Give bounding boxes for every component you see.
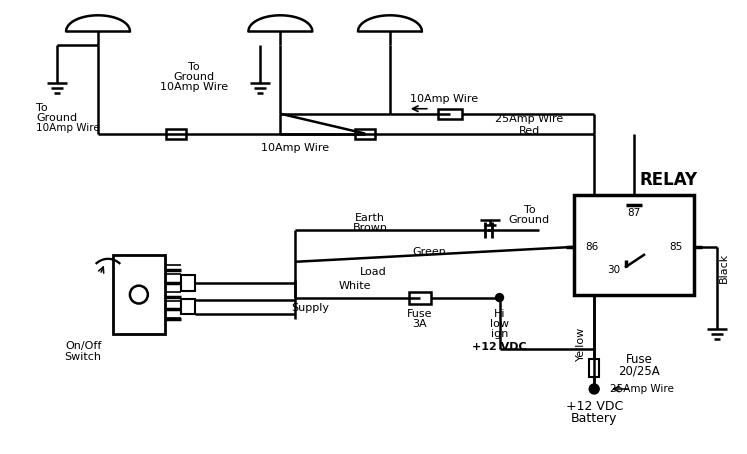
Text: Fuse: Fuse bbox=[407, 310, 433, 320]
Bar bbox=[181, 275, 195, 291]
Text: Red: Red bbox=[519, 126, 540, 136]
Bar bbox=[113, 255, 165, 334]
Text: Switch: Switch bbox=[64, 352, 102, 362]
Text: To: To bbox=[37, 103, 48, 113]
Text: 20/25A: 20/25A bbox=[618, 365, 660, 378]
Text: 10Amp Wire: 10Amp Wire bbox=[37, 123, 100, 133]
Text: 3A: 3A bbox=[412, 320, 427, 330]
Text: Battery: Battery bbox=[571, 412, 617, 425]
Bar bbox=[438, 109, 462, 118]
Text: Fuse: Fuse bbox=[625, 353, 652, 365]
Text: White: White bbox=[339, 281, 371, 291]
Bar bbox=[355, 128, 375, 138]
Text: To: To bbox=[524, 205, 536, 215]
Text: Supply: Supply bbox=[291, 302, 329, 312]
Text: Ground: Ground bbox=[173, 72, 214, 82]
Text: 25Amp Wire: 25Amp Wire bbox=[495, 114, 563, 123]
Text: 10Amp Wire: 10Amp Wire bbox=[410, 94, 478, 104]
Text: 87: 87 bbox=[627, 208, 641, 218]
Bar bbox=[409, 291, 431, 304]
Text: Earth: Earth bbox=[355, 213, 385, 223]
Text: To: To bbox=[187, 62, 199, 72]
Text: low: low bbox=[490, 320, 509, 330]
Text: 10Amp Wire: 10Amp Wire bbox=[261, 143, 329, 153]
Text: Black: Black bbox=[719, 252, 728, 283]
Bar bbox=[589, 359, 599, 377]
Circle shape bbox=[495, 294, 503, 301]
Text: 30: 30 bbox=[607, 265, 621, 275]
Text: +12 VDC: +12 VDC bbox=[472, 342, 527, 352]
Text: Brown: Brown bbox=[353, 223, 388, 233]
Text: ign: ign bbox=[491, 329, 508, 339]
Bar bbox=[166, 128, 186, 138]
Text: +12 VDC: +12 VDC bbox=[565, 400, 623, 414]
Circle shape bbox=[589, 384, 599, 394]
Text: 25Amp Wire: 25Amp Wire bbox=[610, 384, 674, 394]
Bar bbox=[574, 195, 694, 295]
Text: Ground: Ground bbox=[509, 215, 550, 225]
Bar bbox=[181, 299, 195, 315]
Text: Load: Load bbox=[360, 266, 387, 277]
Text: Hi: Hi bbox=[494, 310, 505, 320]
Text: RELAY: RELAY bbox=[640, 171, 698, 189]
Text: Yellow: Yellow bbox=[576, 327, 586, 361]
Text: Ground: Ground bbox=[37, 113, 78, 123]
Text: Green: Green bbox=[413, 247, 447, 257]
Text: 86: 86 bbox=[586, 242, 599, 252]
Text: On/Off: On/Off bbox=[65, 341, 102, 351]
Text: 85: 85 bbox=[669, 242, 683, 252]
Text: 10Amp Wire: 10Amp Wire bbox=[160, 82, 228, 92]
